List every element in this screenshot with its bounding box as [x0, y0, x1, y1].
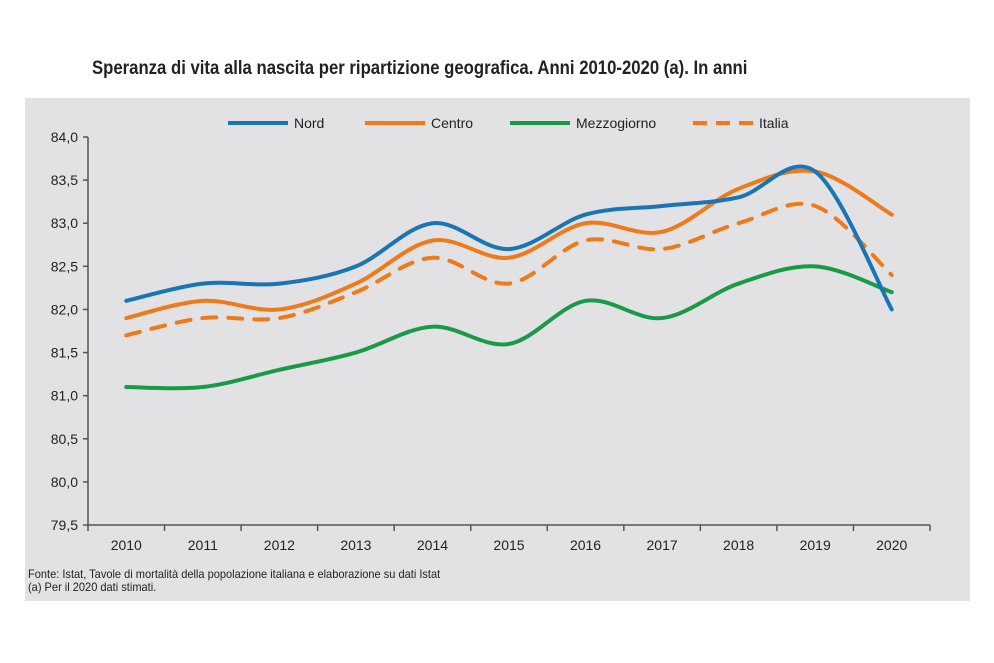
- x-tick-label: 2016: [570, 537, 601, 553]
- legend-label-italia: Italia: [759, 115, 789, 131]
- x-tick-label: 2019: [800, 537, 831, 553]
- source-note: Fonte: Istat, Tavole di mortalità della …: [28, 567, 441, 581]
- footnote: (a) Per il 2020 dati stimati.: [28, 580, 157, 594]
- x-tick-label: 2015: [493, 537, 524, 553]
- x-tick-label: 2020: [876, 537, 907, 553]
- y-tick-label: 82,0: [51, 301, 78, 317]
- legend-label-centro: Centro: [431, 115, 473, 131]
- x-tick-label: 2013: [340, 537, 371, 553]
- y-tick-label: 81,0: [51, 388, 78, 404]
- legend-label-mezzogiorno: Mezzogiorno: [576, 115, 656, 131]
- series-line-italia: [124, 201, 894, 338]
- legend-label-nord: Nord: [294, 115, 324, 131]
- chart-panel: [25, 98, 970, 601]
- y-tick-label: 83,0: [51, 215, 78, 231]
- series-line-centro: [124, 168, 894, 321]
- y-tick-label: 83,5: [51, 172, 78, 188]
- x-tick-label: 2011: [188, 537, 218, 553]
- y-tick-label: 80,0: [51, 474, 78, 490]
- x-tick-label: 2017: [647, 537, 678, 553]
- chart-notes: Fonte: Istat, Tavole di mortalità della …: [28, 568, 440, 594]
- y-tick-label: 81,5: [51, 345, 78, 361]
- series-line-nord: [124, 164, 894, 312]
- series-line-mezzogiorno: [124, 264, 894, 391]
- x-tick-label: 2014: [417, 537, 448, 553]
- x-tick-label: 2012: [264, 537, 295, 553]
- x-tick-label: 2018: [723, 537, 754, 553]
- x-tick-label: 2010: [111, 537, 142, 553]
- y-tick-label: 82,5: [51, 258, 78, 274]
- chart-title: Speranza di vita alla nascita per ripart…: [92, 58, 748, 79]
- y-tick-label: 84,0: [51, 129, 78, 145]
- y-tick-label: 79,5: [51, 517, 78, 533]
- y-tick-label: 80,5: [51, 431, 78, 447]
